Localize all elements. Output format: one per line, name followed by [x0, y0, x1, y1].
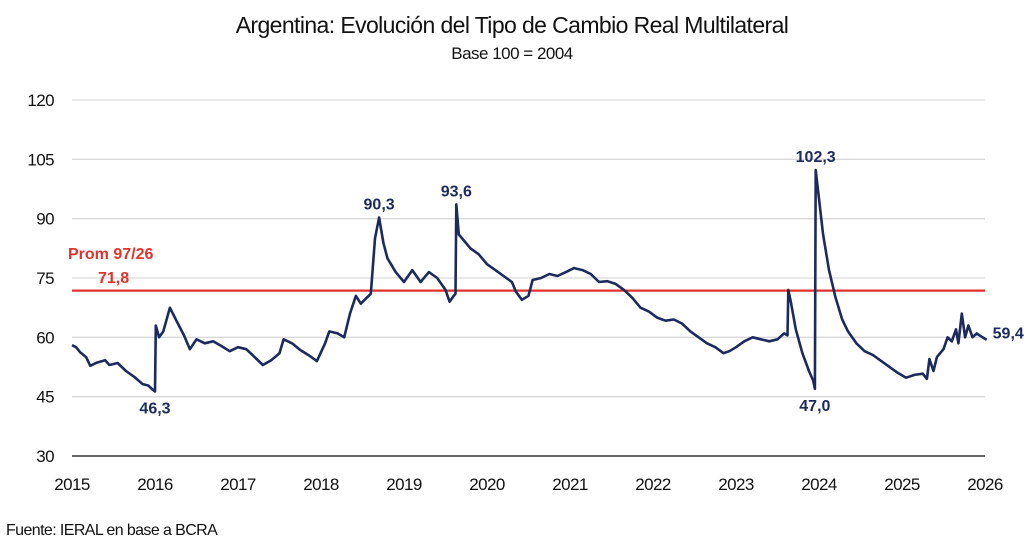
x-tick-label: 2015 — [54, 475, 90, 494]
x-axis-ticks: 2015 2016 2017 2018 2019 2020 2021 2022 2023 2024… — [54, 475, 1003, 494]
y-tick-label: 105 — [27, 150, 54, 169]
chart-title: Argentina: Evolución del Tipo de Cambio … — [235, 12, 789, 38]
y-axis-ticks: 30 45 60 75 90 105 120 — [27, 91, 54, 466]
x-tick-label: 2024 — [801, 475, 837, 494]
y-tick-label: 120 — [27, 91, 54, 110]
data-label: 59,4 — [993, 326, 1024, 343]
y-tick-label: 60 — [36, 328, 54, 347]
y-tick-label: 45 — [36, 388, 54, 407]
data-label: 47,0 — [799, 398, 830, 415]
source-note: Fuente: IERAL en base a BCRA — [6, 522, 218, 539]
average-label-value: 71,8 — [98, 270, 129, 287]
x-tick-label: 2017 — [220, 475, 256, 494]
y-tick-label: 30 — [36, 447, 54, 466]
x-tick-label: 2018 — [303, 475, 339, 494]
x-tick-label: 2026 — [967, 475, 1003, 494]
x-tick-label: 2019 — [386, 475, 422, 494]
x-tick-label: 2020 — [469, 475, 505, 494]
average-label-title: Prom 97/26 — [68, 246, 153, 263]
data-label: 90,3 — [364, 196, 395, 213]
x-tick-label: 2021 — [552, 475, 588, 494]
x-tick-label: 2022 — [635, 475, 671, 494]
x-tick-label: 2025 — [884, 475, 920, 494]
annotations: 46,3 90,3 93,6 102,3 47,0 59,4 — [139, 149, 1023, 418]
gridlines — [72, 99, 985, 398]
y-tick-label: 75 — [36, 269, 54, 288]
y-tick-label: 90 — [36, 210, 54, 229]
data-label: 93,6 — [441, 183, 472, 200]
data-label: 46,3 — [139, 401, 170, 418]
chart-subtitle: Base 100 = 2004 — [451, 44, 573, 63]
data-label: 102,3 — [796, 149, 836, 166]
x-tick-label: 2016 — [137, 475, 173, 494]
series-line-tcrm — [71, 168, 988, 393]
x-tick-label: 2023 — [718, 475, 754, 494]
